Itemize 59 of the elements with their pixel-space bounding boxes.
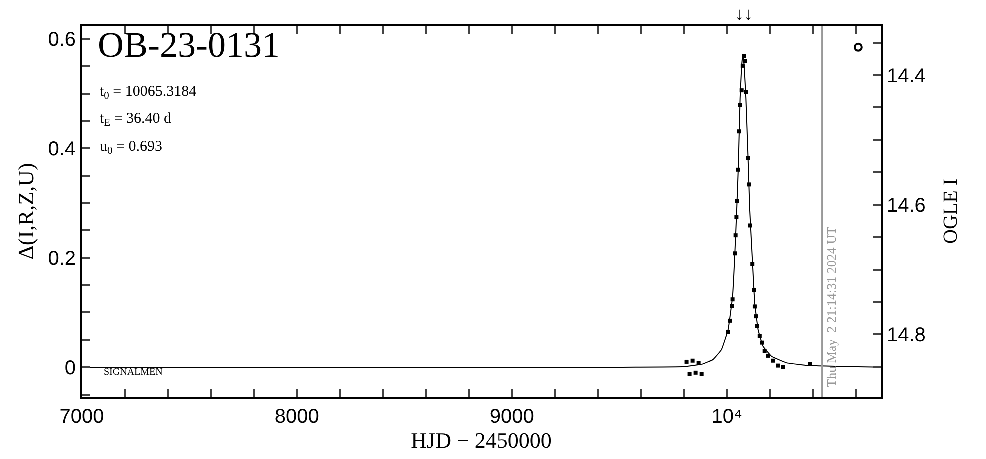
annotation: u$_{0}$ = 0.693 — [100, 139, 162, 158]
point — [728, 318, 732, 323]
point — [688, 372, 692, 376]
point — [738, 103, 742, 108]
text: ↓↓ — [735, 4, 753, 24]
point — [690, 358, 695, 363]
point — [736, 168, 740, 172]
x-axis-title: HJD − 2450000 — [411, 428, 552, 453]
point — [734, 234, 738, 238]
point — [762, 349, 767, 354]
point — [735, 199, 740, 204]
y2-axis-title: OGLE I — [940, 179, 962, 244]
point — [752, 288, 756, 292]
point — [726, 330, 730, 334]
x-tick-label: 8000 — [274, 406, 320, 428]
point — [750, 262, 755, 266]
point — [737, 130, 742, 134]
point — [742, 54, 746, 58]
point — [740, 88, 744, 93]
y2-tick-label: 14.8 — [887, 324, 926, 347]
point — [684, 360, 689, 364]
point — [740, 64, 745, 68]
x-tick-label: 10⁴ — [712, 406, 743, 428]
y2-tick-label: 14.4 — [887, 65, 926, 88]
x-tick-label: 7000 — [60, 406, 104, 428]
y-tick-label: 0.2 — [48, 248, 76, 270]
point — [694, 370, 698, 375]
y-tick-label: 0.4 — [48, 138, 76, 161]
y-tick-label: 0 — [64, 357, 76, 380]
point — [755, 324, 760, 328]
point — [766, 354, 770, 358]
point — [700, 372, 704, 376]
point — [734, 216, 739, 220]
annotation: SIGNALMEN — [104, 367, 163, 378]
point — [758, 334, 762, 338]
point — [771, 358, 776, 363]
chart-title: OB-23-0131 — [98, 24, 280, 65]
point — [696, 361, 701, 366]
point — [748, 224, 752, 228]
point — [730, 298, 735, 302]
point — [747, 182, 752, 187]
x-tick-label: 9000 — [490, 406, 534, 428]
point — [733, 252, 738, 256]
point — [760, 340, 764, 345]
point — [746, 156, 750, 160]
annotation: Thu May 2 21:14:31 2024 UT — [824, 226, 840, 388]
point — [730, 304, 734, 308]
point — [808, 362, 812, 366]
point — [744, 59, 748, 64]
point — [776, 364, 780, 368]
point — [781, 365, 786, 370]
y-tick-label: 0.6 — [48, 29, 76, 52]
y-axis-title: Δ(I,R,Z,U) — [13, 163, 38, 260]
y2-tick-label: 14.6 — [887, 195, 926, 218]
point — [752, 304, 757, 309]
point — [744, 90, 748, 94]
point — [754, 314, 758, 319]
annotation: t$_{E}$ = 36.40 d — [100, 111, 172, 130]
annotation: t$_{0}$ = 10065.3184 — [100, 84, 198, 102]
